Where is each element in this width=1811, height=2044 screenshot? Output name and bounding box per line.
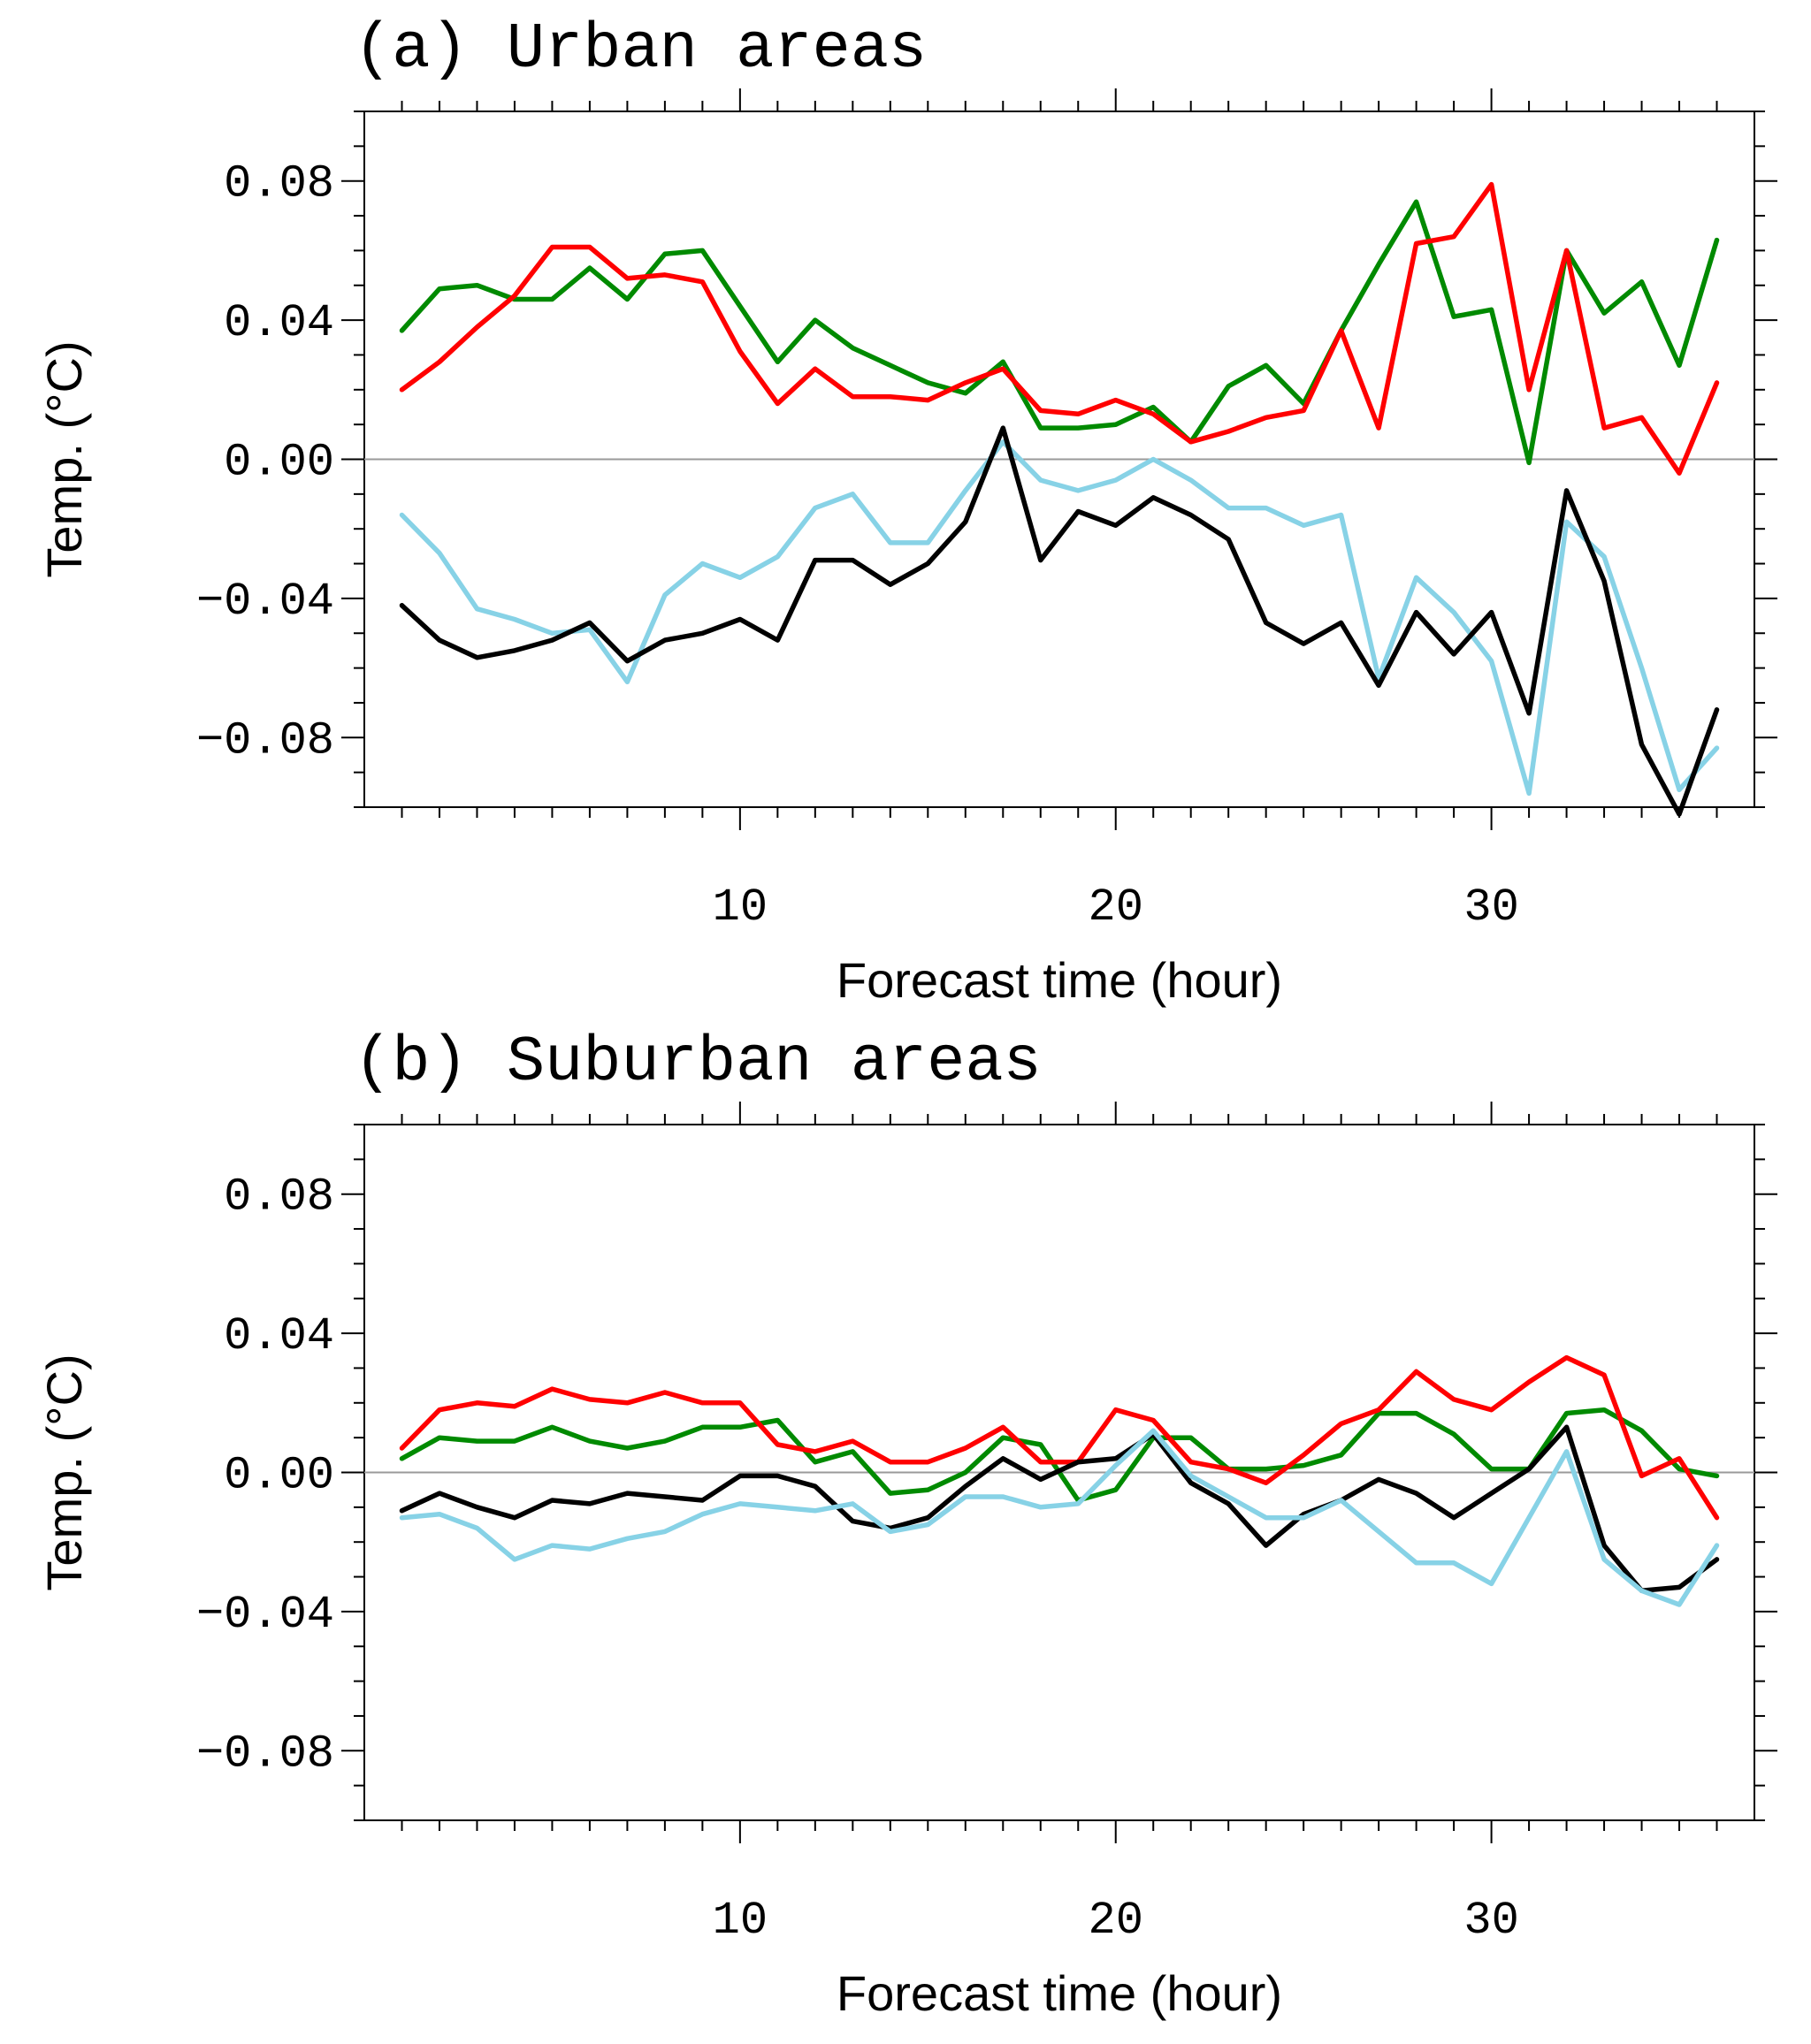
panel-b-ytick-label: −0.08 [196,1727,334,1780]
panel-b-series-green [399,1407,1720,1503]
panel-a-ytick-label: 0.00 [224,437,334,489]
panel-b-y-axis-label: Temp. (°C) [36,1354,92,1590]
panel-a-ytick-label: 0.04 [224,297,334,349]
panel-a-series-red [399,181,1720,476]
panel-b-xtick-label: 30 [1463,1895,1518,1947]
panel-b-series-light-blue [399,1428,1720,1607]
panel-a-xtick-labels: 10 20 30 [713,881,1519,934]
panel-a-series-green [399,199,1720,466]
panel-b-xtick-labels: 10 20 30 [713,1895,1519,1947]
panel-a-series-black [399,425,1720,817]
panel-a-ytick-label: −0.04 [196,576,334,628]
panel-a-x-axis-label: Forecast time (hour) [837,952,1282,1008]
panel-a-ytick-label: −0.08 [196,714,334,766]
panel-a-xtick-label: 10 [713,881,768,934]
panel-b-ytick-label: −0.04 [196,1589,334,1641]
panel-a-ytick-label: 0.08 [224,158,334,210]
panel-a-series [399,181,1720,817]
panel-b-x-axis-label: Forecast time (hour) [837,1965,1282,2021]
panel-a-ticks [341,88,1777,830]
panel-a-y-axis-label: Temp. (°C) [36,340,92,577]
panel-b-series-black [399,1424,1720,1594]
panel-b-series-red [399,1354,1720,1521]
panel-b-ytick-label: 0.08 [224,1171,334,1224]
panel-b-ytick-label: 0.04 [224,1310,334,1362]
panel-a-xtick-label: 30 [1463,881,1518,934]
panel-a-title: (a) Urban areas [354,13,927,86]
panel-a-series-light-blue [399,439,1720,797]
panel-b-xtick-label: 10 [713,1895,768,1947]
panel-a: (a) Urban areas 0.08 0.04 0.00 −0.04 −0.… [36,13,1777,1008]
panel-b-ticks [341,1102,1777,1843]
panel-b: (b) Suburban areas 0.08 0.04 0.00 −0.04 … [36,1026,1777,2021]
panel-b-ytick-label: 0.00 [224,1450,334,1502]
panel-b-title: (b) Suburban areas [354,1026,1042,1099]
panel-b-ytick-labels: 0.08 0.04 0.00 −0.04 −0.08 [196,1171,334,1781]
panel-a-xtick-label: 20 [1089,881,1143,934]
panel-b-series [399,1354,1720,1607]
panel-b-xtick-label: 20 [1089,1895,1143,1947]
panel-a-ytick-labels: 0.08 0.04 0.00 −0.04 −0.08 [196,158,334,767]
